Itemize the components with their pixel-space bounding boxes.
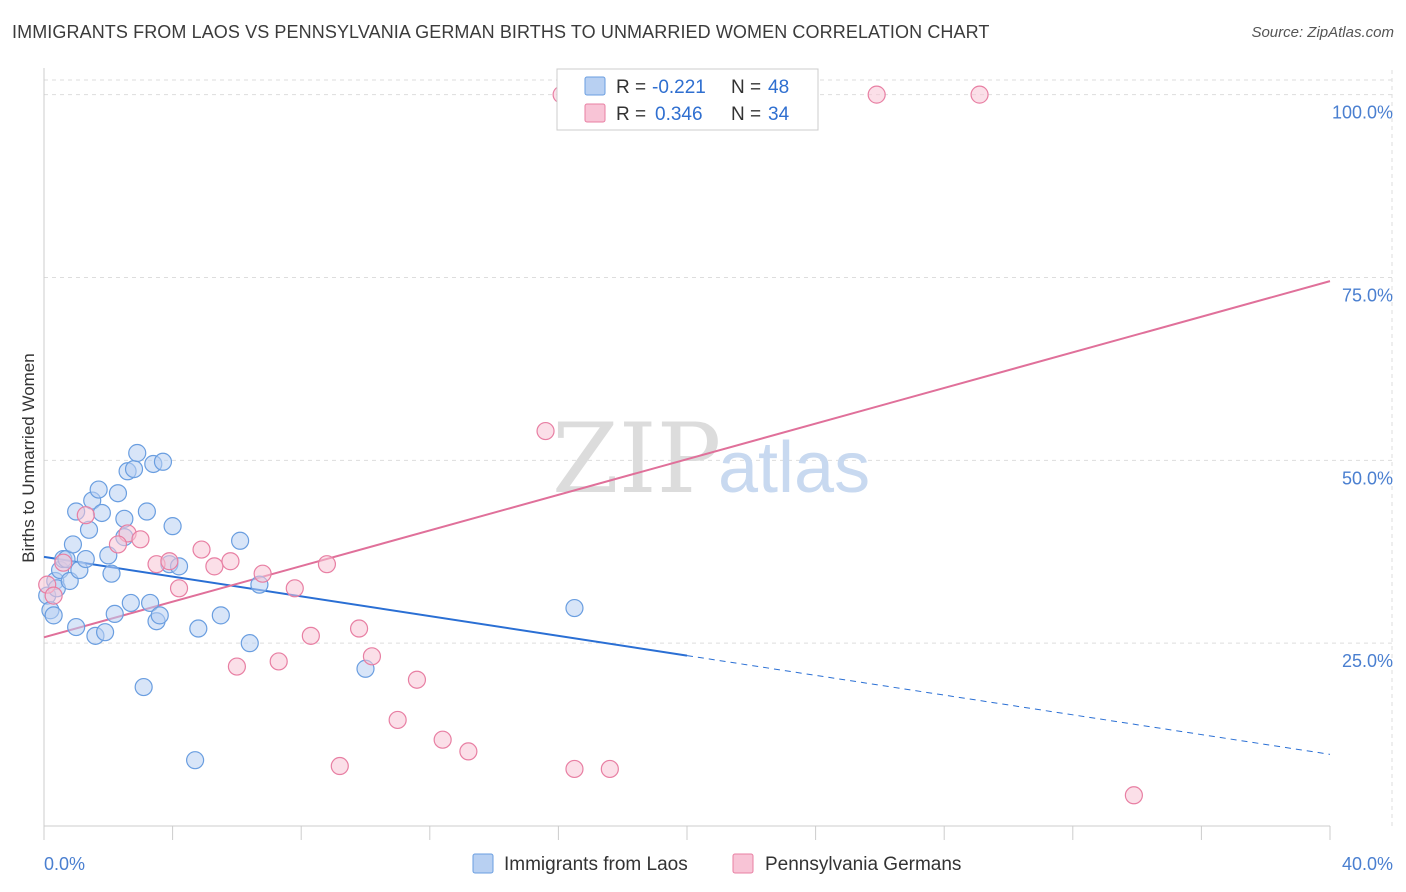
bottom-legend-swatch-laos [472,853,494,874]
point-laos [240,634,259,653]
point-penn [131,530,150,549]
point-penn [433,730,452,749]
legend-r-value-penn: 0.346 [655,104,703,125]
point-penn [459,742,478,761]
point-laos [186,751,205,770]
point-penn [600,759,619,779]
point-laos [44,606,63,625]
x-tick-label-min: 0.0% [44,854,85,874]
point-penn [160,552,179,571]
point-laos [124,459,144,479]
point-laos [105,604,124,624]
point-penn [1124,786,1143,805]
point-laos [134,677,153,697]
point-laos [63,535,83,554]
point-laos [211,606,230,625]
legend-n-value-penn: 34 [768,104,790,125]
bottom-legend-swatch-penn [732,853,754,874]
legend-r-label-penn: R = [616,104,646,125]
x-tick-label-max: 40.0% [1342,854,1393,874]
chart-title: IMMIGRANTS FROM LAOS VS PENNSYLVANIA GER… [12,22,990,42]
point-penn [169,579,189,598]
point-laos [89,480,108,499]
point-penn [349,619,369,638]
point-penn [76,506,95,525]
point-penn [221,552,240,571]
point-penn [330,756,349,776]
point-penn [388,710,407,730]
point-penn [54,553,73,572]
point-penn [227,657,246,676]
watermark-atlas: atlas [718,428,870,508]
point-penn [536,421,555,441]
watermark-zip: ZIP [552,403,721,515]
point-laos [76,549,95,569]
point-laos [189,619,208,638]
source-label: Source: ZipAtlas.com [1251,24,1394,41]
trend-line-penn [43,280,1331,639]
legend-swatch-laos [584,76,606,96]
point-laos [128,443,147,463]
gridlines [44,70,1393,826]
point-laos [67,617,86,637]
correlation-legend: R = -0.221 N = 48 R = 0.346 N = 34 [556,68,819,131]
point-penn [867,85,886,104]
point-penn [407,670,427,689]
point-laos [231,531,250,550]
point-laos [92,503,111,523]
trend-line-laos-extension [686,655,1331,755]
point-penn [205,557,224,576]
x-tick-labels: 0.0% 40.0% [44,854,1393,874]
bottom-legend-label-laos: Immigrants from Laos [504,854,688,875]
y-tick-label: 25.0% [1342,651,1393,671]
point-penn [44,586,63,605]
point-laos [95,623,115,642]
point-laos [121,593,140,613]
point-laos [150,606,169,625]
series-legend: Immigrants from Laos Pennsylvania German… [472,853,961,875]
y-tick-label: 100.0% [1332,103,1393,123]
point-penn [970,85,989,104]
trend-lines [43,280,1331,755]
y-tick-labels: 25.0% 50.0% 75.0% 100.0% [1332,103,1393,672]
y-axis-label: Births to Unmarried Women [19,353,38,562]
point-penn [108,535,128,554]
point-penn [317,555,337,574]
legend-n-value-laos: 48 [768,77,789,98]
legend-r-label-laos: R = [616,77,646,98]
legend-swatch-penn [584,103,606,123]
point-penn [301,626,320,645]
point-laos [565,598,584,618]
y-tick-label: 50.0% [1342,468,1393,488]
trend-line-laos [43,555,688,657]
point-laos [137,502,156,521]
point-penn [285,579,304,598]
legend-n-label-penn: N = [731,104,761,125]
point-laos [140,593,160,613]
point-penn [362,647,382,666]
point-laos [163,517,182,536]
y-tick-label: 75.0% [1342,285,1393,305]
point-penn [565,759,584,779]
point-penn [192,540,211,559]
point-laos [108,484,128,503]
bottom-legend-label-penn: Pennsylvania Germans [765,854,961,875]
axes [43,68,1331,840]
legend-r-value-laos: -0.221 [652,77,706,98]
point-penn [269,652,288,671]
point-laos [102,564,121,583]
point-laos [153,452,173,471]
legend-n-label-laos: N = [731,77,761,98]
point-penn [253,564,272,583]
